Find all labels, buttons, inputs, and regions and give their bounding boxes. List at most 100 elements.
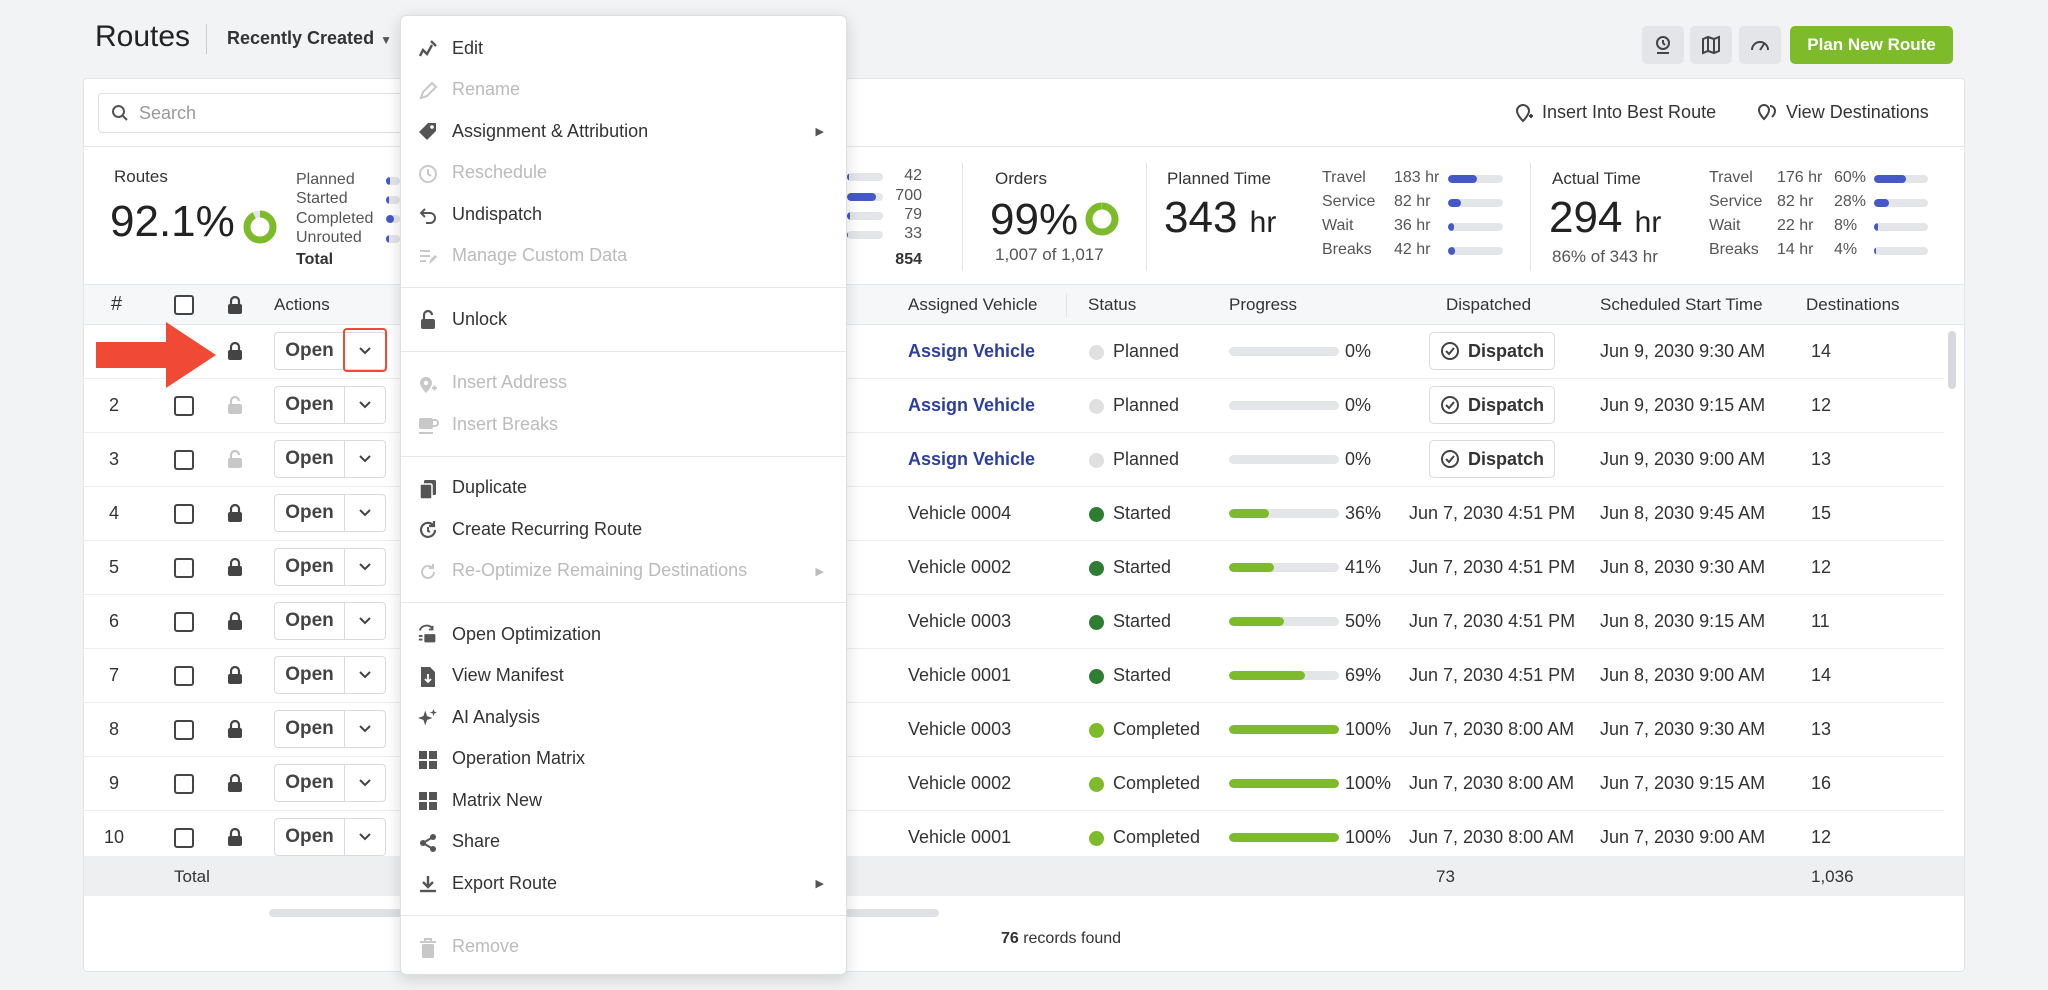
menu-item-ai-analysis[interactable]: AI Analysis <box>401 697 846 737</box>
unlock-icon[interactable] <box>226 395 244 420</box>
row-checkbox[interactable] <box>174 612 194 632</box>
menu-item-label: Insert Address <box>452 372 568 392</box>
row-checkbox[interactable] <box>174 396 194 416</box>
assign-vehicle-link[interactable]: Assign Vehicle <box>908 449 1036 469</box>
vertical-scrollbar[interactable] <box>1948 331 1956 389</box>
col-scheduled-start[interactable]: Scheduled Start Time <box>1600 295 1763 314</box>
open-split-button: Open <box>274 548 386 586</box>
dashboard-button[interactable] <box>1739 26 1781 64</box>
status-dot <box>1089 453 1104 468</box>
lock-icon[interactable] <box>226 827 244 852</box>
chevron-down-icon[interactable] <box>345 549 385 585</box>
insert-into-best-route-button[interactable]: Insert Into Best Route <box>1514 101 1716 123</box>
menu-item-edit[interactable]: Edit <box>401 28 846 68</box>
location-tracking-button[interactable] <box>1642 26 1684 64</box>
row-checkbox[interactable] <box>174 666 194 686</box>
col-assigned-vehicle[interactable]: Assigned Vehicle <box>908 295 1038 314</box>
status-text: Started <box>1113 503 1172 523</box>
chevron-down-icon[interactable] <box>345 657 385 693</box>
col-destinations[interactable]: Destinations <box>1806 295 1900 314</box>
open-button[interactable]: Open <box>275 657 345 693</box>
table-row[interactable]: 6 Open Vehicle 0003 Started 50% Jun 7, 2030… <box>84 595 1944 649</box>
lock-icon[interactable] <box>226 665 244 690</box>
menu-item-assignment-and-attribution[interactable]: Assignment & Attribution ▶ <box>401 111 846 151</box>
select-all-checkbox[interactable] <box>174 295 194 315</box>
menu-item-undispatch[interactable]: Undispatch <box>401 194 846 234</box>
menu-item-label: AI Analysis <box>452 706 541 727</box>
open-button[interactable]: Open <box>275 495 345 531</box>
row-checkbox[interactable] <box>174 774 194 794</box>
chevron-down-icon[interactable] <box>345 387 385 423</box>
menu-item-view-manifest[interactable]: View Manifest <box>401 656 846 696</box>
chevron-down-icon[interactable] <box>345 819 385 855</box>
table-row[interactable]: 5 Open Vehicle 0002 Started 41% Jun 7, 2030… <box>84 541 1944 595</box>
open-button[interactable]: Open <box>275 333 345 369</box>
map-view-button[interactable] <box>1690 26 1732 64</box>
lock-icon[interactable] <box>226 773 244 798</box>
open-button[interactable]: Open <box>275 711 345 747</box>
menu-item-label: Edit <box>452 37 484 58</box>
table-row[interactable]: 4 Open Vehicle 0004 Started 36% Jun 7, 2030… <box>84 487 1944 541</box>
search-box[interactable] <box>98 93 418 133</box>
row-checkbox[interactable] <box>174 720 194 740</box>
open-button[interactable]: Open <box>275 441 345 477</box>
row-number: 3 <box>109 449 120 469</box>
menu-item-open-optimization[interactable]: Open Optimization <box>401 614 846 654</box>
optimization-icon <box>417 624 439 646</box>
dispatch-button[interactable]: Dispatch <box>1429 386 1555 424</box>
assign-vehicle-link[interactable]: Assign Vehicle <box>908 395 1036 415</box>
orders-sub: 1,007 of 1,017 <box>995 245 1104 264</box>
chevron-down-icon[interactable] <box>345 711 385 747</box>
chevron-down-icon[interactable] <box>345 765 385 801</box>
menu-item-duplicate[interactable]: Duplicate <box>401 468 846 508</box>
lock-icon[interactable] <box>226 341 244 366</box>
lock-icon[interactable] <box>226 719 244 744</box>
plan-new-route-button[interactable]: Plan New Route <box>1790 26 1953 64</box>
menu-item-operation-matrix[interactable]: Operation Matrix <box>401 739 846 779</box>
sort-dropdown[interactable]: Recently Created ▼ <box>227 28 392 49</box>
pointer-arrow-icon <box>96 322 216 388</box>
progress-text: 100% <box>1345 827 1392 847</box>
row-checkbox[interactable] <box>174 828 194 848</box>
menu-item-share[interactable]: Share <box>401 822 846 862</box>
open-button[interactable]: Open <box>275 603 345 639</box>
view-destinations-button[interactable]: View Destinations <box>1756 101 1929 123</box>
table-row[interactable]: 3 Open Assign Vehicle Planned 0% Dispatch Ju… <box>84 433 1944 487</box>
col-dispatched[interactable]: Dispatched <box>1446 295 1532 314</box>
lock-icon[interactable] <box>226 611 244 636</box>
table-row[interactable]: 2 Open Assign Vehicle Planned 0% Dispatch Ju… <box>84 379 1944 433</box>
lock-icon[interactable] <box>226 557 244 582</box>
assign-vehicle-link[interactable]: Assign Vehicle <box>908 341 1036 361</box>
routes-donut-icon <box>243 210 277 244</box>
table-row[interactable]: 8 Open Vehicle 0003 Completed 100% Jun 7, 2… <box>84 703 1944 757</box>
table-row[interactable]: 9 Open Vehicle 0002 Completed 100% Jun 7, 2… <box>84 757 1944 811</box>
table-row[interactable]: 10 Open Vehicle 0001 Completed 100% Jun 7, … <box>84 811 1944 865</box>
menu-item-unlock[interactable]: Unlock <box>401 299 846 339</box>
open-button[interactable]: Open <box>275 387 345 423</box>
dispatch-label: Dispatch <box>1467 340 1545 361</box>
chevron-down-icon[interactable] <box>345 603 385 639</box>
routes-started-bar-right <box>847 193 883 201</box>
col-progress[interactable]: Progress <box>1229 295 1298 314</box>
row-checkbox[interactable] <box>174 450 194 470</box>
search-input[interactable] <box>139 102 339 124</box>
open-button[interactable]: Open <box>275 765 345 801</box>
actual-service-value: 82 hr <box>1777 193 1814 210</box>
lock-icon[interactable] <box>226 503 244 528</box>
col-status[interactable]: Status <box>1088 295 1137 314</box>
chevron-down-icon[interactable] <box>345 495 385 531</box>
routes-started-bar <box>386 196 400 204</box>
menu-item-export-route[interactable]: Export Route ▶ <box>401 863 846 903</box>
table-row[interactable]: 7 Open Vehicle 0001 Started 69% Jun 7, 2030… <box>84 649 1944 703</box>
open-button[interactable]: Open <box>275 549 345 585</box>
menu-item-matrix-new[interactable]: Matrix New <box>401 780 846 820</box>
menu-item-create-recurring-route[interactable]: Create Recurring Route <box>401 509 846 549</box>
dispatch-button[interactable]: Dispatch <box>1429 440 1555 478</box>
chevron-down-icon[interactable] <box>345 441 385 477</box>
dispatch-button[interactable]: Dispatch <box>1429 332 1555 370</box>
open-button[interactable]: Open <box>275 819 345 855</box>
row-checkbox[interactable] <box>174 504 194 524</box>
chevron-down-icon[interactable] <box>345 333 385 369</box>
row-checkbox[interactable] <box>174 558 194 578</box>
unlock-icon[interactable] <box>226 449 244 474</box>
